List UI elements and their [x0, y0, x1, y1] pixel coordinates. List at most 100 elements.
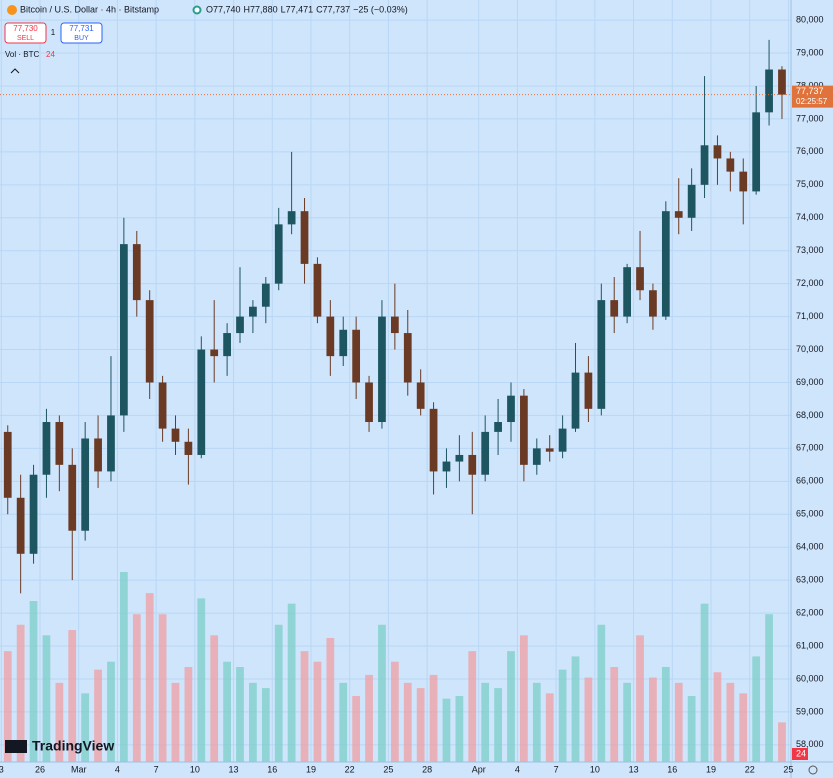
- candle-body: [687, 184, 696, 218]
- legend-value: 77,471: [286, 4, 314, 14]
- y-tick-label: 75,000: [796, 179, 824, 189]
- volume-bar: [378, 624, 386, 762]
- candle-body: [158, 382, 167, 429]
- candle-body: [352, 329, 361, 383]
- last-price-label: 77,737: [796, 86, 824, 96]
- candle-body: [532, 448, 541, 465]
- volume-bar: [403, 682, 412, 762]
- y-tick-label: 63,000: [796, 575, 824, 585]
- candle-body: [326, 316, 335, 357]
- candle-body: [249, 306, 257, 317]
- candle-body: [94, 438, 102, 472]
- volume-bar: [107, 661, 115, 762]
- candle-body: [68, 464, 77, 531]
- buy-button[interactable]: [60, 22, 103, 44]
- y-tick-label: 64,000: [796, 542, 824, 552]
- volume-title: Vol · BTC: [5, 50, 39, 59]
- volume-tag: [792, 748, 808, 760]
- candle-body: [545, 448, 554, 452]
- volume-bar: [94, 669, 102, 762]
- volume-bar: [352, 696, 361, 762]
- candle-body: [416, 382, 425, 409]
- legend-change: −25 (−0.03%): [353, 4, 408, 14]
- x-tick-label: 4: [115, 764, 120, 774]
- y-tick-label: 77,000: [796, 113, 824, 123]
- candle-body: [339, 329, 348, 357]
- countdown: 02:25:57: [796, 97, 828, 106]
- volume-bar: [481, 682, 490, 762]
- volume-tag-label: 24: [796, 748, 806, 758]
- volume-bar: [55, 682, 64, 762]
- volume-bar: [520, 635, 528, 762]
- volume-bar: [700, 603, 709, 762]
- candle-body: [739, 171, 748, 192]
- volume-bar: [507, 651, 515, 762]
- x-tick-label: 25: [383, 764, 393, 774]
- candle-body: [81, 438, 90, 531]
- volume-value: 24: [46, 50, 55, 59]
- candle-body: [610, 300, 619, 317]
- volume-bar: [558, 669, 567, 762]
- candle-body: [236, 316, 244, 334]
- symbol-title: Bitcoin / U.S. Dollar · 4h · Bitstamp: [20, 4, 159, 14]
- candle-body: [107, 415, 115, 472]
- buy-price: 77,731: [69, 24, 94, 33]
- volume-bar: [429, 674, 438, 762]
- candle-body: [584, 372, 593, 409]
- volume-bar: [300, 651, 309, 762]
- candle-body: [261, 283, 270, 307]
- volume-bar: [313, 661, 322, 762]
- y-tick-label: 60,000: [796, 673, 824, 683]
- candle-body: [145, 300, 154, 383]
- volume-bar: [365, 674, 373, 762]
- collapse-icon[interactable]: [10, 68, 20, 74]
- legend-value: 77,737: [323, 4, 351, 14]
- candle-body: [765, 69, 773, 113]
- y-tick-label: 80,000: [796, 14, 824, 24]
- legend-key: C: [316, 4, 323, 14]
- candle-body: [507, 395, 515, 423]
- volume-bar: [274, 624, 283, 762]
- y-tick-label: 67,000: [796, 443, 824, 453]
- volume-bar: [661, 667, 670, 762]
- candle-body: [274, 224, 283, 284]
- y-tick-label: 70,000: [796, 344, 824, 354]
- volume-bar: [249, 682, 257, 762]
- spread: 1: [51, 28, 56, 37]
- y-tick-label: 62,000: [796, 607, 824, 617]
- candle-body: [55, 422, 64, 465]
- y-tick-label: 73,000: [796, 245, 824, 255]
- candle-body: [171, 428, 180, 442]
- x-tick-label: 10: [590, 764, 600, 774]
- volume-bar: [236, 667, 244, 762]
- candle-body: [571, 372, 580, 429]
- last-price-tag: [792, 85, 833, 108]
- volume-bar: [442, 698, 451, 762]
- candle-body: [3, 431, 12, 498]
- candle-body: [481, 431, 490, 475]
- settings-icon[interactable]: [808, 765, 818, 775]
- volume-bar: [29, 601, 38, 762]
- y-tick-label: 72,000: [796, 278, 824, 288]
- sell-button[interactable]: [4, 22, 47, 44]
- volume-bar: [197, 598, 206, 762]
- x-tick-label: 3: [0, 764, 4, 774]
- volume-bar: [339, 682, 348, 762]
- candle-body: [623, 267, 631, 317]
- candle-body: [494, 422, 502, 432]
- volume-bar: [597, 624, 606, 762]
- candle-body: [42, 422, 51, 475]
- volume-bar: [3, 651, 12, 762]
- volume-bar: [468, 651, 477, 762]
- volume-bar: [649, 677, 657, 762]
- candle-body: [120, 244, 128, 416]
- volume-bar: [584, 677, 593, 762]
- volume-bar: [120, 572, 128, 762]
- volume-bar: [636, 635, 644, 762]
- x-tick-label: 16: [267, 764, 277, 774]
- candle-body: [132, 244, 141, 301]
- volume-bar: [158, 614, 167, 762]
- candle-body: [378, 316, 386, 423]
- candle-body: [752, 112, 761, 192]
